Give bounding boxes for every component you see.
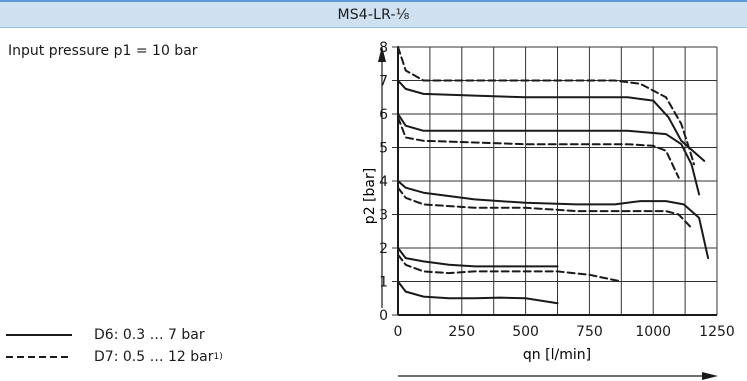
curve-d6-solid-3 xyxy=(397,113,701,196)
curve-d7-dashed-5 xyxy=(397,253,623,283)
x-tick-label: 1000 xyxy=(635,324,671,340)
chart-title: MS4-LR-⅛ xyxy=(337,6,410,23)
x-tick-label: 500 xyxy=(512,324,539,340)
y-tick-label: 0 xyxy=(379,308,388,324)
y-tick-label: 7 xyxy=(379,74,388,90)
curve-d6-solid-1 xyxy=(397,247,559,268)
x-tick-label: 750 xyxy=(576,324,603,340)
curve-d6-solid-2 xyxy=(397,180,710,260)
chart-ticks: 0 1 2 3 4 5 6 7 8 0 250 500 750 1000 1250 xyxy=(379,40,735,340)
curve-d7-dashed-6 xyxy=(397,186,693,229)
x-axis-arrow-head xyxy=(702,372,718,380)
y-tick-label: 1 xyxy=(379,275,388,291)
x-axis-label: qn [l/min] xyxy=(523,347,591,363)
y-tick-label: 6 xyxy=(379,107,388,123)
x-tick-label: 1250 xyxy=(699,324,735,340)
y-axis-label: p2 [bar] xyxy=(362,168,378,224)
input-pressure-note: Input pressure p1 = 10 bar xyxy=(8,43,198,59)
chart-curves xyxy=(397,46,710,305)
legend-item-d7: D7: 0.5 … 12 bar 1) xyxy=(6,346,223,368)
x-tick-label: 250 xyxy=(448,324,475,340)
chart-axes xyxy=(378,46,718,380)
x-tick-label: 0 xyxy=(394,324,403,340)
y-tick-label: 5 xyxy=(379,141,388,157)
chart-title-bar: MS4-LR-⅛ xyxy=(0,0,747,28)
legend-swatch-dashed xyxy=(6,356,72,358)
legend-label-d7: D7: 0.5 … 12 bar xyxy=(94,349,214,365)
legend: D6: 0.3 … 7 bar D7: 0.5 … 12 bar 1) xyxy=(6,324,223,368)
y-tick-label: 4 xyxy=(379,174,388,190)
chart-grid xyxy=(397,46,718,316)
legend-swatch-solid xyxy=(6,334,72,336)
y-tick-label: 8 xyxy=(379,40,388,56)
legend-footnote-d7: 1) xyxy=(213,352,223,362)
y-tick-label: 2 xyxy=(379,241,388,257)
curve-d7-dashed-7 xyxy=(397,116,680,179)
curve-d6-solid-0 xyxy=(397,280,559,305)
legend-label-d6: D6: 0.3 … 7 bar xyxy=(94,327,205,343)
y-tick-label: 3 xyxy=(379,208,388,224)
curve-d7-dashed-8 xyxy=(397,46,695,166)
y-axis-arrow-head xyxy=(378,46,386,62)
legend-item-d6: D6: 0.3 … 7 bar xyxy=(6,324,223,346)
curve-d6-solid-4 xyxy=(397,79,706,162)
